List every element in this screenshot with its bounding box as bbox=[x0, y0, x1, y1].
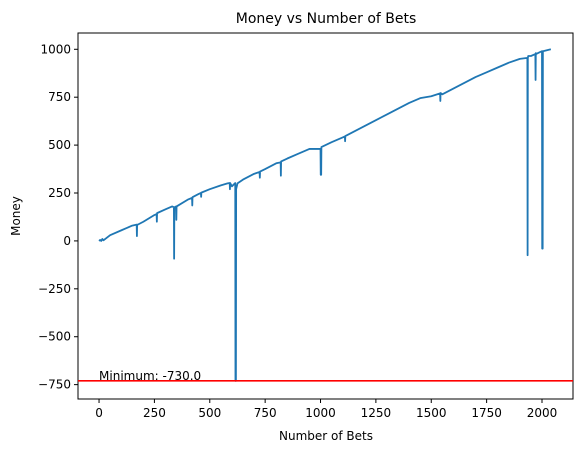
money-series-line bbox=[98, 48, 552, 382]
x-tick-label: 1000 bbox=[305, 406, 336, 420]
x-tick-label: 1250 bbox=[361, 406, 392, 420]
x-tick-label: 2000 bbox=[527, 406, 558, 420]
x-tick-label: 500 bbox=[198, 406, 221, 420]
y-axis-label: Money bbox=[9, 196, 23, 236]
minimum-annotation: Minimum: -730.0 bbox=[99, 369, 201, 383]
y-tick-label: −250 bbox=[38, 282, 71, 296]
y-tick-label: 250 bbox=[48, 186, 71, 200]
x-tick-label: 250 bbox=[143, 406, 166, 420]
plot-frame bbox=[77, 32, 574, 400]
x-axis-label: Number of Bets bbox=[279, 429, 373, 443]
y-tick-label: 500 bbox=[48, 138, 71, 152]
y-tick-label: −750 bbox=[38, 378, 71, 392]
y-tick-label: 0 bbox=[63, 234, 71, 248]
x-tick-label: 0 bbox=[95, 406, 103, 420]
x-tick-label: 750 bbox=[254, 406, 277, 420]
chart-title: Money vs Number of Bets bbox=[236, 11, 417, 27]
axis-ticks: 0 250 500 750 1000 1250 1500 1750 2000 −750 −500 −2… bbox=[38, 42, 557, 420]
x-tick-label: 1750 bbox=[471, 406, 502, 420]
chart-marks bbox=[78, 48, 573, 382]
y-tick-label: −500 bbox=[38, 330, 71, 344]
plot-area bbox=[77, 32, 574, 400]
y-tick-label: 750 bbox=[48, 90, 71, 104]
y-tick-label: 1000 bbox=[40, 42, 71, 56]
x-tick-label: 1500 bbox=[416, 406, 447, 420]
